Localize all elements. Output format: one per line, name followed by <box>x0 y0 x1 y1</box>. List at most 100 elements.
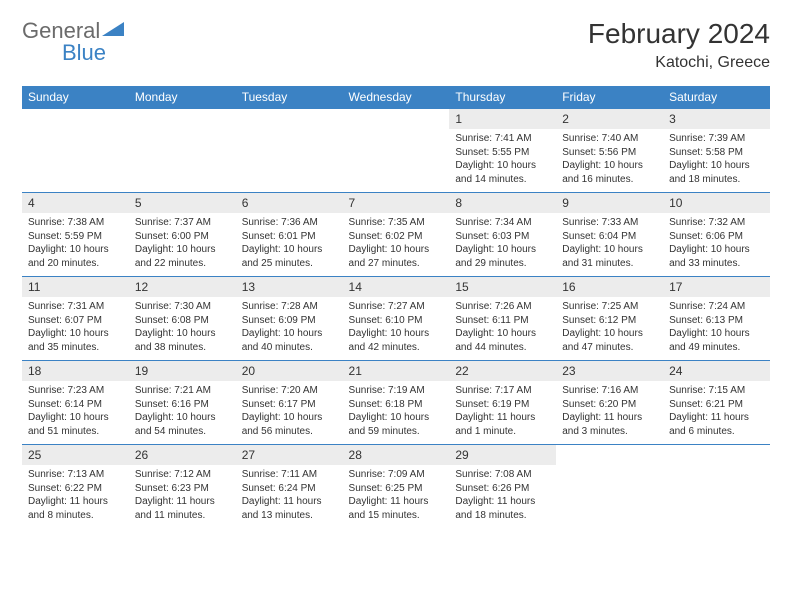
page-header: GeneralBlue February 2024 Katochi, Greec… <box>22 18 770 72</box>
sunset-text: Sunset: 6:21 PM <box>669 398 764 412</box>
day-info-cell: Sunrise: 7:11 AMSunset: 6:24 PMDaylight:… <box>236 465 343 528</box>
daylight-text: Daylight: 10 hours and 51 minutes. <box>28 411 123 438</box>
sunrise-text: Sunrise: 7:37 AM <box>135 216 230 230</box>
day-number-cell: 4 <box>22 193 129 214</box>
day-info-cell: Sunrise: 7:20 AMSunset: 6:17 PMDaylight:… <box>236 381 343 445</box>
sunset-text: Sunset: 6:19 PM <box>455 398 550 412</box>
day-info-cell: Sunrise: 7:39 AMSunset: 5:58 PMDaylight:… <box>663 129 770 193</box>
day-info-cell <box>556 465 663 528</box>
sunrise-text: Sunrise: 7:27 AM <box>349 300 444 314</box>
sunrise-text: Sunrise: 7:23 AM <box>28 384 123 398</box>
weekday-header: Sunday <box>22 86 129 109</box>
daynum-row: 2526272829 <box>22 445 770 466</box>
location-label: Katochi, Greece <box>588 54 770 72</box>
day-info-cell: Sunrise: 7:28 AMSunset: 6:09 PMDaylight:… <box>236 297 343 361</box>
sunrise-text: Sunrise: 7:28 AM <box>242 300 337 314</box>
day-info-cell: Sunrise: 7:27 AMSunset: 6:10 PMDaylight:… <box>343 297 450 361</box>
sunset-text: Sunset: 6:02 PM <box>349 230 444 244</box>
day-info-cell: Sunrise: 7:26 AMSunset: 6:11 PMDaylight:… <box>449 297 556 361</box>
info-row: Sunrise: 7:31 AMSunset: 6:07 PM Daylight:… <box>22 297 770 361</box>
weekday-header: Wednesday <box>343 86 450 109</box>
weekday-header: Friday <box>556 86 663 109</box>
sunset-text: Sunset: 6:07 PM <box>28 314 123 328</box>
weekday-header: Tuesday <box>236 86 343 109</box>
daylight-text: Daylight: 11 hours and 8 minutes. <box>28 495 123 522</box>
day-info-cell: Sunrise: 7:23 AMSunset: 6:14 PMDaylight:… <box>22 381 129 445</box>
day-info-cell: Sunrise: 7:37 AMSunset: 6:00 PMDaylight:… <box>129 213 236 277</box>
sunrise-text: Sunrise: 7:16 AM <box>562 384 657 398</box>
day-info-cell: Sunrise: 7:08 AMSunset: 6:26 PMDaylight:… <box>449 465 556 528</box>
day-info-cell: Sunrise: 7:35 AMSunset: 6:02 PMDaylight:… <box>343 213 450 277</box>
calendar-table: SundayMondayTuesdayWednesdayThursdayFrid… <box>22 86 770 528</box>
day-number-cell: 16 <box>556 277 663 298</box>
sunrise-text: Sunrise: 7:13 AM <box>28 468 123 482</box>
day-number-cell: 22 <box>449 361 556 382</box>
sunset-text: Sunset: 5:56 PM <box>562 146 657 160</box>
day-number-cell <box>22 109 129 130</box>
info-row: Sunrise: 7:23 AMSunset: 6:14 PMDaylight:… <box>22 381 770 445</box>
day-number-cell: 13 <box>236 277 343 298</box>
sunrise-text: Sunrise: 7:08 AM <box>455 468 550 482</box>
day-info-cell: Sunrise: 7:31 AMSunset: 6:07 PMDaylight:… <box>22 297 129 361</box>
day-number-cell: 8 <box>449 193 556 214</box>
day-info-cell: Sunrise: 7:32 AMSunset: 6:06 PMDaylight:… <box>663 213 770 277</box>
sunset-text: Sunset: 6:09 PM <box>242 314 337 328</box>
daylight-text: Daylight: 10 hours and 22 minutes. <box>135 243 230 270</box>
day-info-cell <box>22 129 129 193</box>
daylight-text: Daylight: 10 hours and 27 minutes. <box>349 243 444 270</box>
day-number-cell <box>236 109 343 130</box>
day-info-cell <box>663 465 770 528</box>
calendar-body: 12 3 Sunrise: 7:41 AMSunset: 5:55 PMDaylig… <box>22 109 770 529</box>
sunset-text: Sunset: 6:10 PM <box>349 314 444 328</box>
month-title: February 2024 <box>588 18 770 50</box>
sunrise-text: Sunrise: 7:32 AM <box>669 216 764 230</box>
day-info-cell: Sunrise: 7:13 AMSunset: 6:22 PMDaylight:… <box>22 465 129 528</box>
day-number-cell: 25 <box>22 445 129 466</box>
day-info-cell <box>343 129 450 193</box>
day-number-cell: 6 <box>236 193 343 214</box>
daylight-text: Daylight: 11 hours and 3 minutes. <box>562 411 657 438</box>
brand-part2: Blue <box>62 40 124 66</box>
daylight-text: Daylight: 11 hours and 1 minute. <box>455 411 550 438</box>
weekday-header: Thursday <box>449 86 556 109</box>
day-info-cell: Sunrise: 7:15 AMSunset: 6:21 PMDaylight:… <box>663 381 770 445</box>
sunset-text: Sunset: 6:04 PM <box>562 230 657 244</box>
day-number-cell: 14 <box>343 277 450 298</box>
day-number-cell: 11 <box>22 277 129 298</box>
sunset-text: Sunset: 6:18 PM <box>349 398 444 412</box>
daylight-text: Daylight: 11 hours and 15 minutes. <box>349 495 444 522</box>
day-number-cell: 29 <box>449 445 556 466</box>
sunrise-text: Sunrise: 7:25 AM <box>562 300 657 314</box>
daylight-text: Daylight: 10 hours and 59 minutes. <box>349 411 444 438</box>
day-number-cell: 3 <box>663 109 770 130</box>
daylight-text: Daylight: 11 hours and 13 minutes. <box>242 495 337 522</box>
day-info-cell: Sunrise: 7:16 AMSunset: 6:20 PMDaylight:… <box>556 381 663 445</box>
sunset-text: Sunset: 6:24 PM <box>242 482 337 496</box>
sunrise-text: Sunrise: 7:41 AM <box>455 132 550 146</box>
day-info-cell: Sunrise: 7:19 AMSunset: 6:18 PMDaylight:… <box>343 381 450 445</box>
brand-logo: GeneralBlue <box>22 18 124 66</box>
daylight-text: Daylight: 10 hours and 14 minutes. <box>455 159 550 186</box>
day-number-cell: 23 <box>556 361 663 382</box>
daylight-text: Daylight: 10 hours and 54 minutes. <box>135 411 230 438</box>
day-info-cell: Sunrise: 7:41 AMSunset: 5:55 PMDaylight:… <box>449 129 556 193</box>
daylight-text: Daylight: 10 hours and 16 minutes. <box>562 159 657 186</box>
daylight-text: Daylight: 10 hours and 18 minutes. <box>669 159 764 186</box>
day-number-cell: 2 <box>556 109 663 130</box>
day-number-cell: 9 <box>556 193 663 214</box>
day-info-cell: Sunrise: 7:12 AMSunset: 6:23 PMDaylight:… <box>129 465 236 528</box>
day-number-cell: 19 <box>129 361 236 382</box>
day-number-cell: 7 <box>343 193 450 214</box>
daylight-text: Daylight: 10 hours and 47 minutes. <box>562 327 657 354</box>
sunrise-text: Sunrise: 7:19 AM <box>349 384 444 398</box>
day-number-cell: 21 <box>343 361 450 382</box>
sunset-text: Sunset: 6:03 PM <box>455 230 550 244</box>
sunrise-text: Sunrise: 7:34 AM <box>455 216 550 230</box>
sunset-text: Sunset: 6:01 PM <box>242 230 337 244</box>
info-row: Sunrise: 7:41 AMSunset: 5:55 PMDaylight:… <box>22 129 770 193</box>
weekday-header: Monday <box>129 86 236 109</box>
day-number-cell <box>556 445 663 466</box>
sunrise-text: Sunrise: 7:31 AM <box>28 300 123 314</box>
day-number-cell: 12 <box>129 277 236 298</box>
daynum-row: 45678910 <box>22 193 770 214</box>
